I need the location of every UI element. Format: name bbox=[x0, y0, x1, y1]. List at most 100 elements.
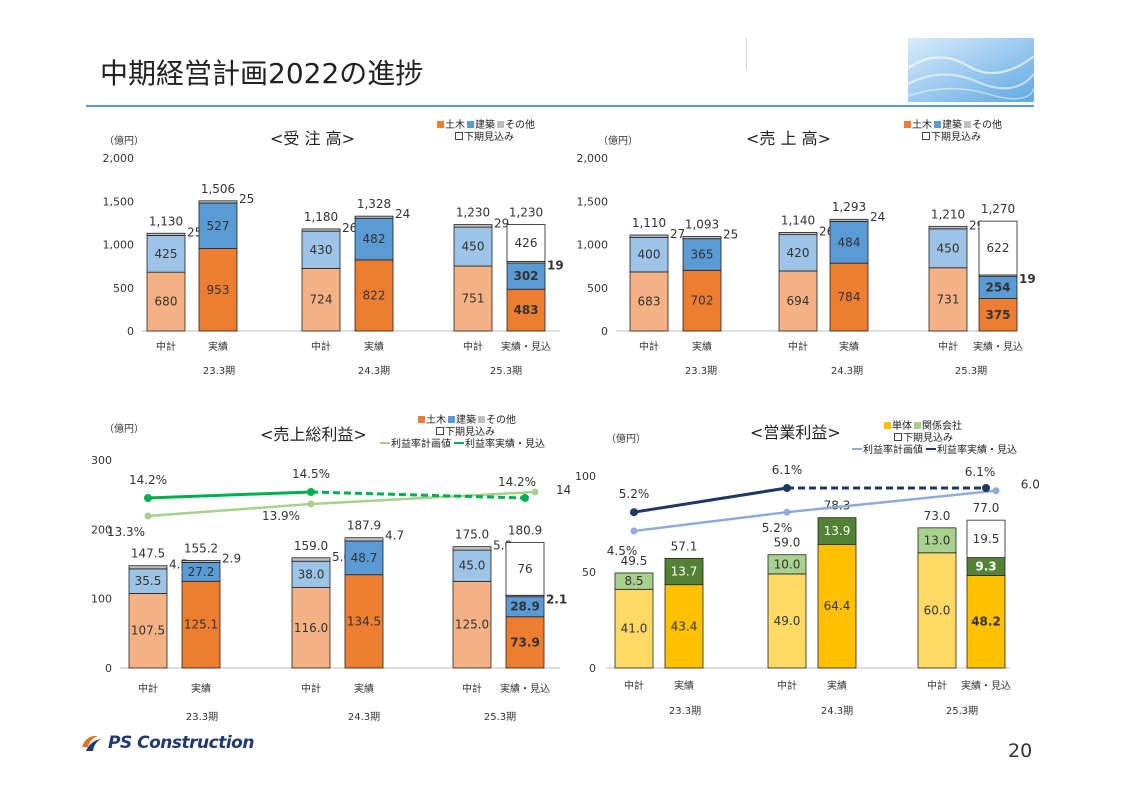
header-divider bbox=[746, 38, 747, 70]
bar-other bbox=[128, 565, 168, 570]
bar-civil bbox=[452, 580, 492, 669]
bar-total-label: 59.0 bbox=[774, 536, 801, 550]
bar-total-label: 73.0 bbox=[924, 509, 951, 523]
bar-building bbox=[778, 234, 818, 272]
y-tick-label: 300 bbox=[91, 454, 112, 467]
bar-value-label: 822 bbox=[363, 288, 386, 302]
bar-value-label: 48.7 bbox=[351, 551, 378, 565]
bar-value-label: 49.0 bbox=[774, 614, 801, 628]
bar-value-label: 60.0 bbox=[924, 603, 951, 617]
operating-profit-unit-label: （億円） bbox=[606, 434, 646, 445]
bar-value-label: 13.9 bbox=[824, 524, 851, 538]
period-label: 25.3期 bbox=[490, 365, 522, 377]
period-label: 25.3期 bbox=[946, 705, 978, 717]
bar-building bbox=[146, 235, 186, 273]
bar-value-label: 400 bbox=[638, 248, 661, 262]
x-category-label: 実績 bbox=[364, 340, 384, 353]
x-category-label: 実績・見込 bbox=[500, 682, 550, 695]
period-label: 23.3期 bbox=[186, 711, 218, 723]
legend-margin-plan: 利益率計画値 bbox=[863, 445, 923, 456]
bar-civil bbox=[506, 288, 546, 332]
y-tick-label: 0 bbox=[601, 325, 608, 338]
legend-other: その他 bbox=[972, 120, 1002, 131]
bar-value-label: 45.0 bbox=[459, 559, 486, 573]
x-category-label: 中計 bbox=[639, 340, 659, 353]
sales-chart-plot: 0 500 1,000 1,500 2,000 683 400 27 1,110 702 365 25… bbox=[577, 152, 1036, 377]
bar-total-label: 1,110 bbox=[632, 216, 666, 230]
x-category-label: 中計 bbox=[301, 682, 321, 695]
bar-affiliates bbox=[664, 557, 704, 586]
bar-value-label: 784 bbox=[838, 290, 861, 304]
bar-single bbox=[664, 584, 704, 669]
legend-margin-actual: 利益率実績・見込 bbox=[937, 445, 1017, 456]
margin-plan-point bbox=[307, 500, 315, 508]
bar-civil bbox=[453, 265, 493, 332]
bar-total-label: 1,093 bbox=[685, 218, 719, 232]
bar-single bbox=[817, 543, 857, 669]
bar-building bbox=[344, 540, 384, 576]
bar-civil bbox=[629, 271, 669, 332]
bar-value-label: 10.0 bbox=[774, 557, 801, 571]
page-number: 20 bbox=[1008, 740, 1033, 762]
x-category-label: 中計 bbox=[624, 679, 644, 692]
ps-logo-icon bbox=[82, 735, 101, 751]
bar-value-label: 116.0 bbox=[294, 621, 328, 635]
bar-other bbox=[453, 224, 493, 228]
x-category-label: 実績・見込 bbox=[501, 340, 551, 353]
bar-civil bbox=[978, 298, 1018, 332]
bar-value-label: 420 bbox=[787, 246, 810, 260]
bar-value-label: 4.7 bbox=[385, 529, 404, 543]
margin-actual-label: 6.1% bbox=[772, 463, 803, 477]
margin-plan-point bbox=[630, 527, 638, 535]
bar-value-label: 484 bbox=[838, 235, 861, 249]
period-label: 23.3期 bbox=[685, 365, 717, 377]
bar-total-label: 1,140 bbox=[781, 213, 815, 227]
bar-total-label: 1,130 bbox=[149, 214, 183, 228]
bar-value-label: 26 bbox=[342, 221, 357, 235]
margin-forecast-line bbox=[310, 490, 526, 500]
period-label: 25.3期 bbox=[484, 711, 516, 723]
bar-civil bbox=[301, 267, 341, 332]
bar-total-label: 49.5 bbox=[621, 554, 648, 568]
bar-total-label: 155.2 bbox=[184, 541, 218, 555]
y-tick-label: 1,500 bbox=[577, 195, 609, 208]
margin-plan-label: 5.2% bbox=[762, 521, 793, 535]
period-label: 24.3期 bbox=[358, 365, 390, 377]
legend-other: その他 bbox=[505, 120, 535, 131]
company-logo: PS Construction bbox=[80, 733, 254, 753]
bar-value-label: 9.3 bbox=[975, 560, 996, 574]
bar-value-label: 254 bbox=[985, 281, 1010, 295]
bar-other bbox=[829, 218, 869, 222]
y-tick-label: 1,000 bbox=[103, 239, 135, 252]
operating-profit-chart-title: <営業利益> bbox=[750, 423, 841, 442]
bar-other bbox=[198, 200, 238, 204]
bar-civil bbox=[928, 267, 968, 332]
legend-building: 建築 bbox=[456, 415, 476, 426]
legend-forecast: 下期見込み bbox=[464, 132, 514, 143]
bar-value-label: 450 bbox=[937, 241, 960, 255]
bar-value-label: 27.2 bbox=[188, 565, 215, 579]
margin-plan-label: 4.5% bbox=[607, 544, 638, 558]
period-label: 24.3期 bbox=[348, 711, 380, 723]
period-label: 23.3期 bbox=[669, 705, 701, 717]
y-tick-label: 0 bbox=[105, 662, 112, 675]
margin-actual-label: 5.2% bbox=[619, 487, 650, 501]
x-category-label: 実績 bbox=[208, 340, 228, 353]
x-category-label: 中計 bbox=[777, 679, 797, 692]
bar-value-label: 25 bbox=[723, 228, 738, 242]
bar-value-label: 375 bbox=[985, 308, 1010, 322]
bar-value-label: 751 bbox=[462, 292, 485, 306]
bar-value-label: 19 bbox=[1019, 272, 1036, 286]
bar-forecast bbox=[978, 220, 1018, 276]
bar-other bbox=[146, 232, 186, 236]
bar-value-label: 2.9 bbox=[222, 551, 241, 565]
margin-plan-point bbox=[144, 512, 152, 520]
bar-other bbox=[682, 236, 722, 240]
x-category-label: 中計 bbox=[938, 340, 958, 353]
x-category-label: 実績 bbox=[191, 682, 211, 695]
bar-value-label: 731 bbox=[937, 292, 960, 306]
gross-profit-chart-title: <売上総利益> bbox=[260, 425, 367, 444]
bar-value-label: 8.5 bbox=[624, 574, 643, 588]
bar-value-label: 29 bbox=[494, 217, 509, 231]
margin-plan-label: 6.0% bbox=[1021, 478, 1040, 492]
